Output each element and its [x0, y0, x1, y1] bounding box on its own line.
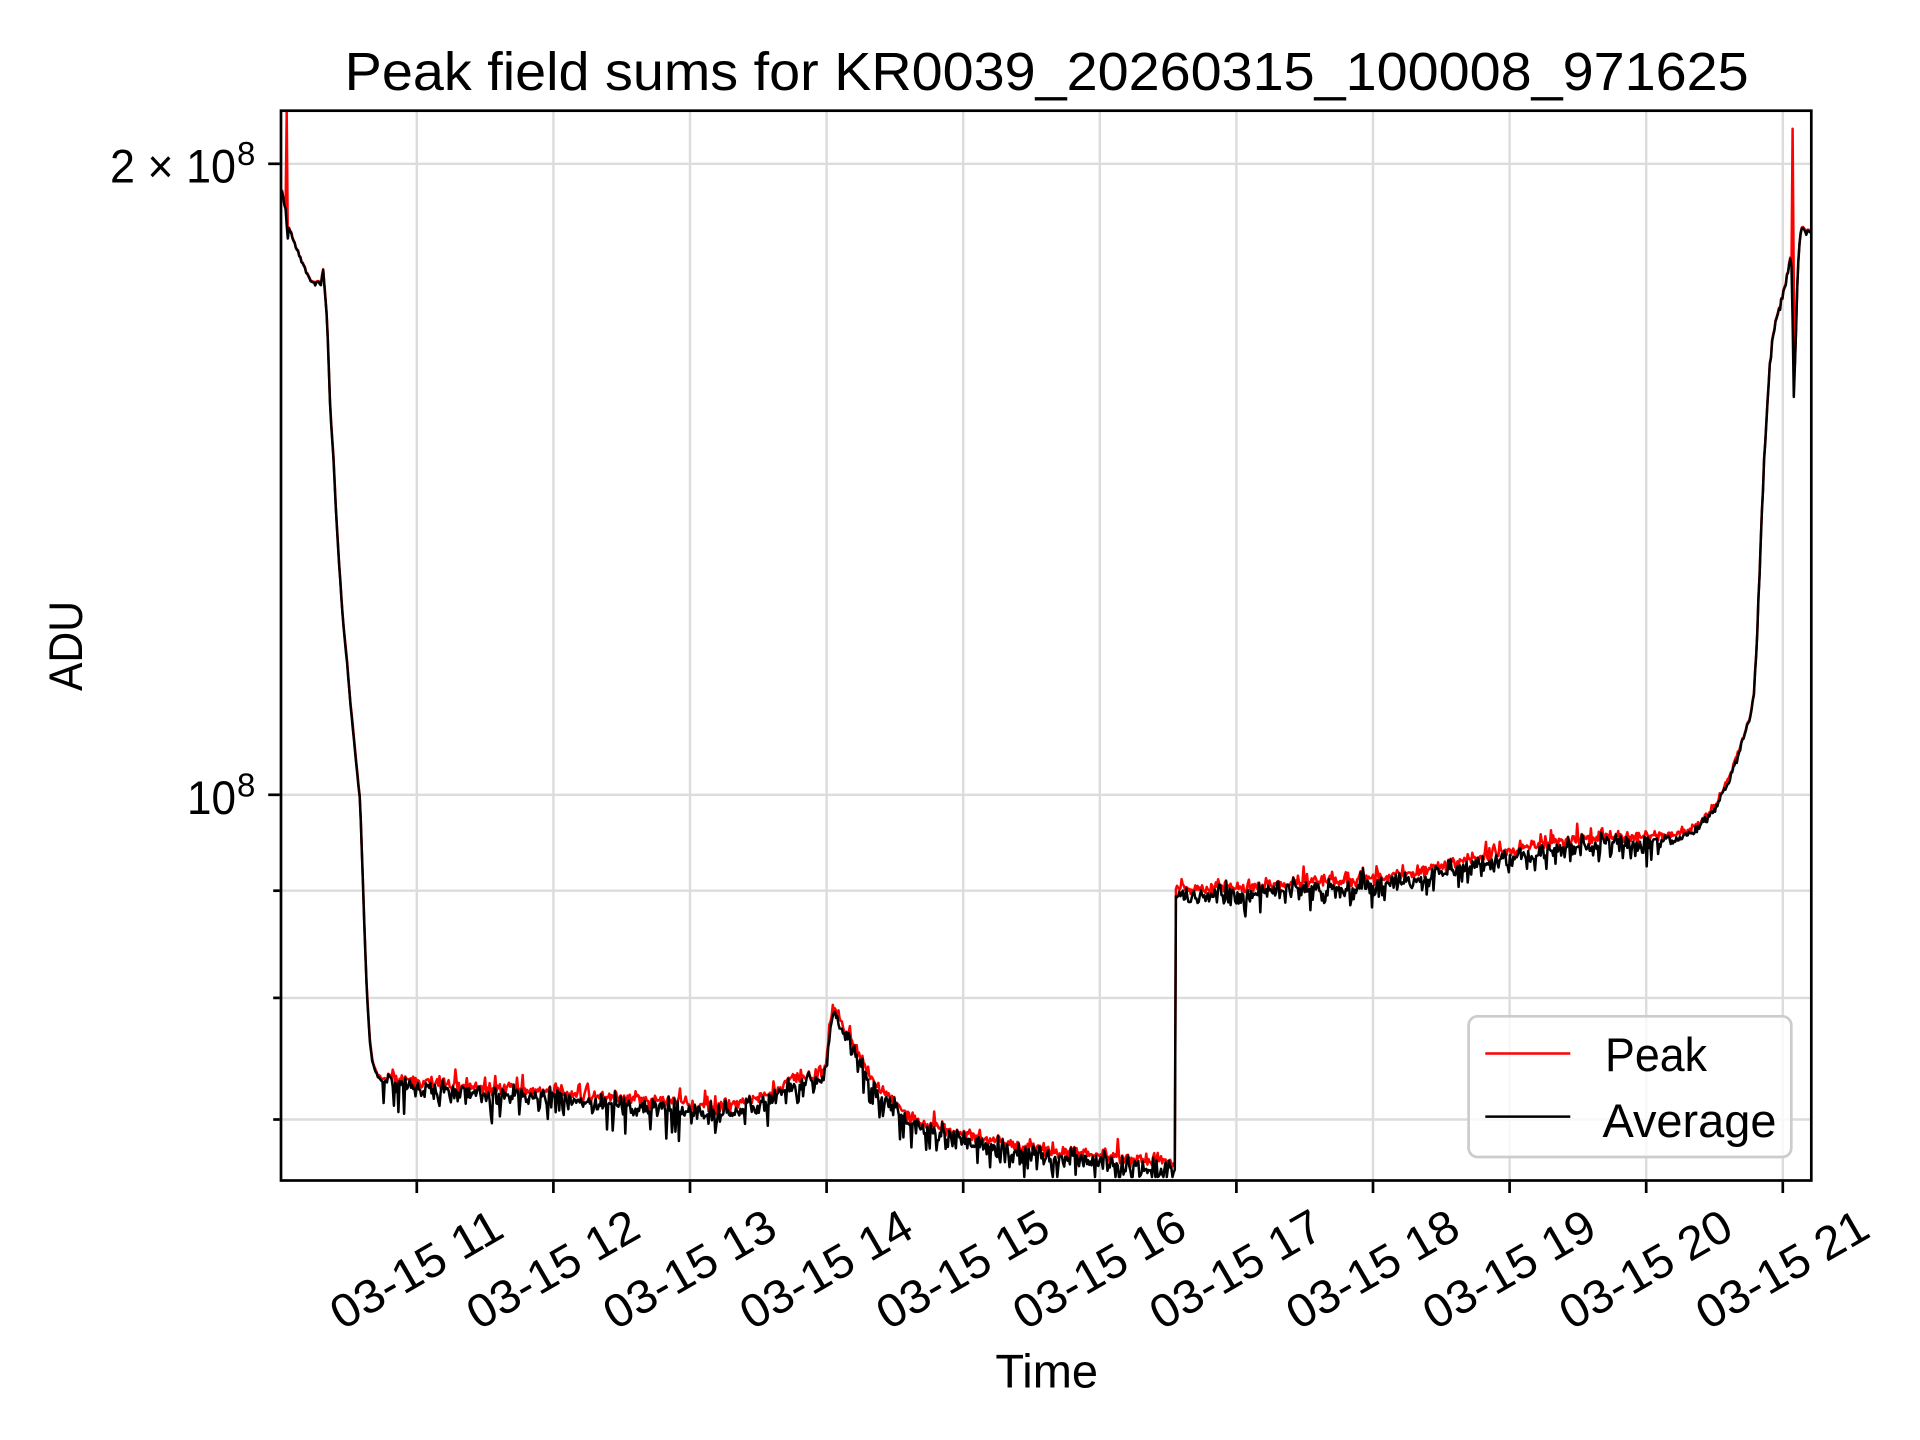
svg-text:Peak field sums for KR0039_202: Peak field sums for KR0039_20260315_1000… [345, 42, 1749, 102]
svg-text:ADU: ADU [39, 601, 92, 691]
svg-text:8: 8 [237, 767, 255, 804]
svg-text:10: 10 [187, 771, 236, 824]
svg-text:8: 8 [237, 135, 255, 172]
svg-text:Time: Time [995, 1344, 1098, 1397]
svg-text:Average: Average [1603, 1094, 1777, 1147]
svg-text:Peak: Peak [1605, 1028, 1707, 1081]
svg-text:2 × 10: 2 × 10 [110, 139, 236, 192]
